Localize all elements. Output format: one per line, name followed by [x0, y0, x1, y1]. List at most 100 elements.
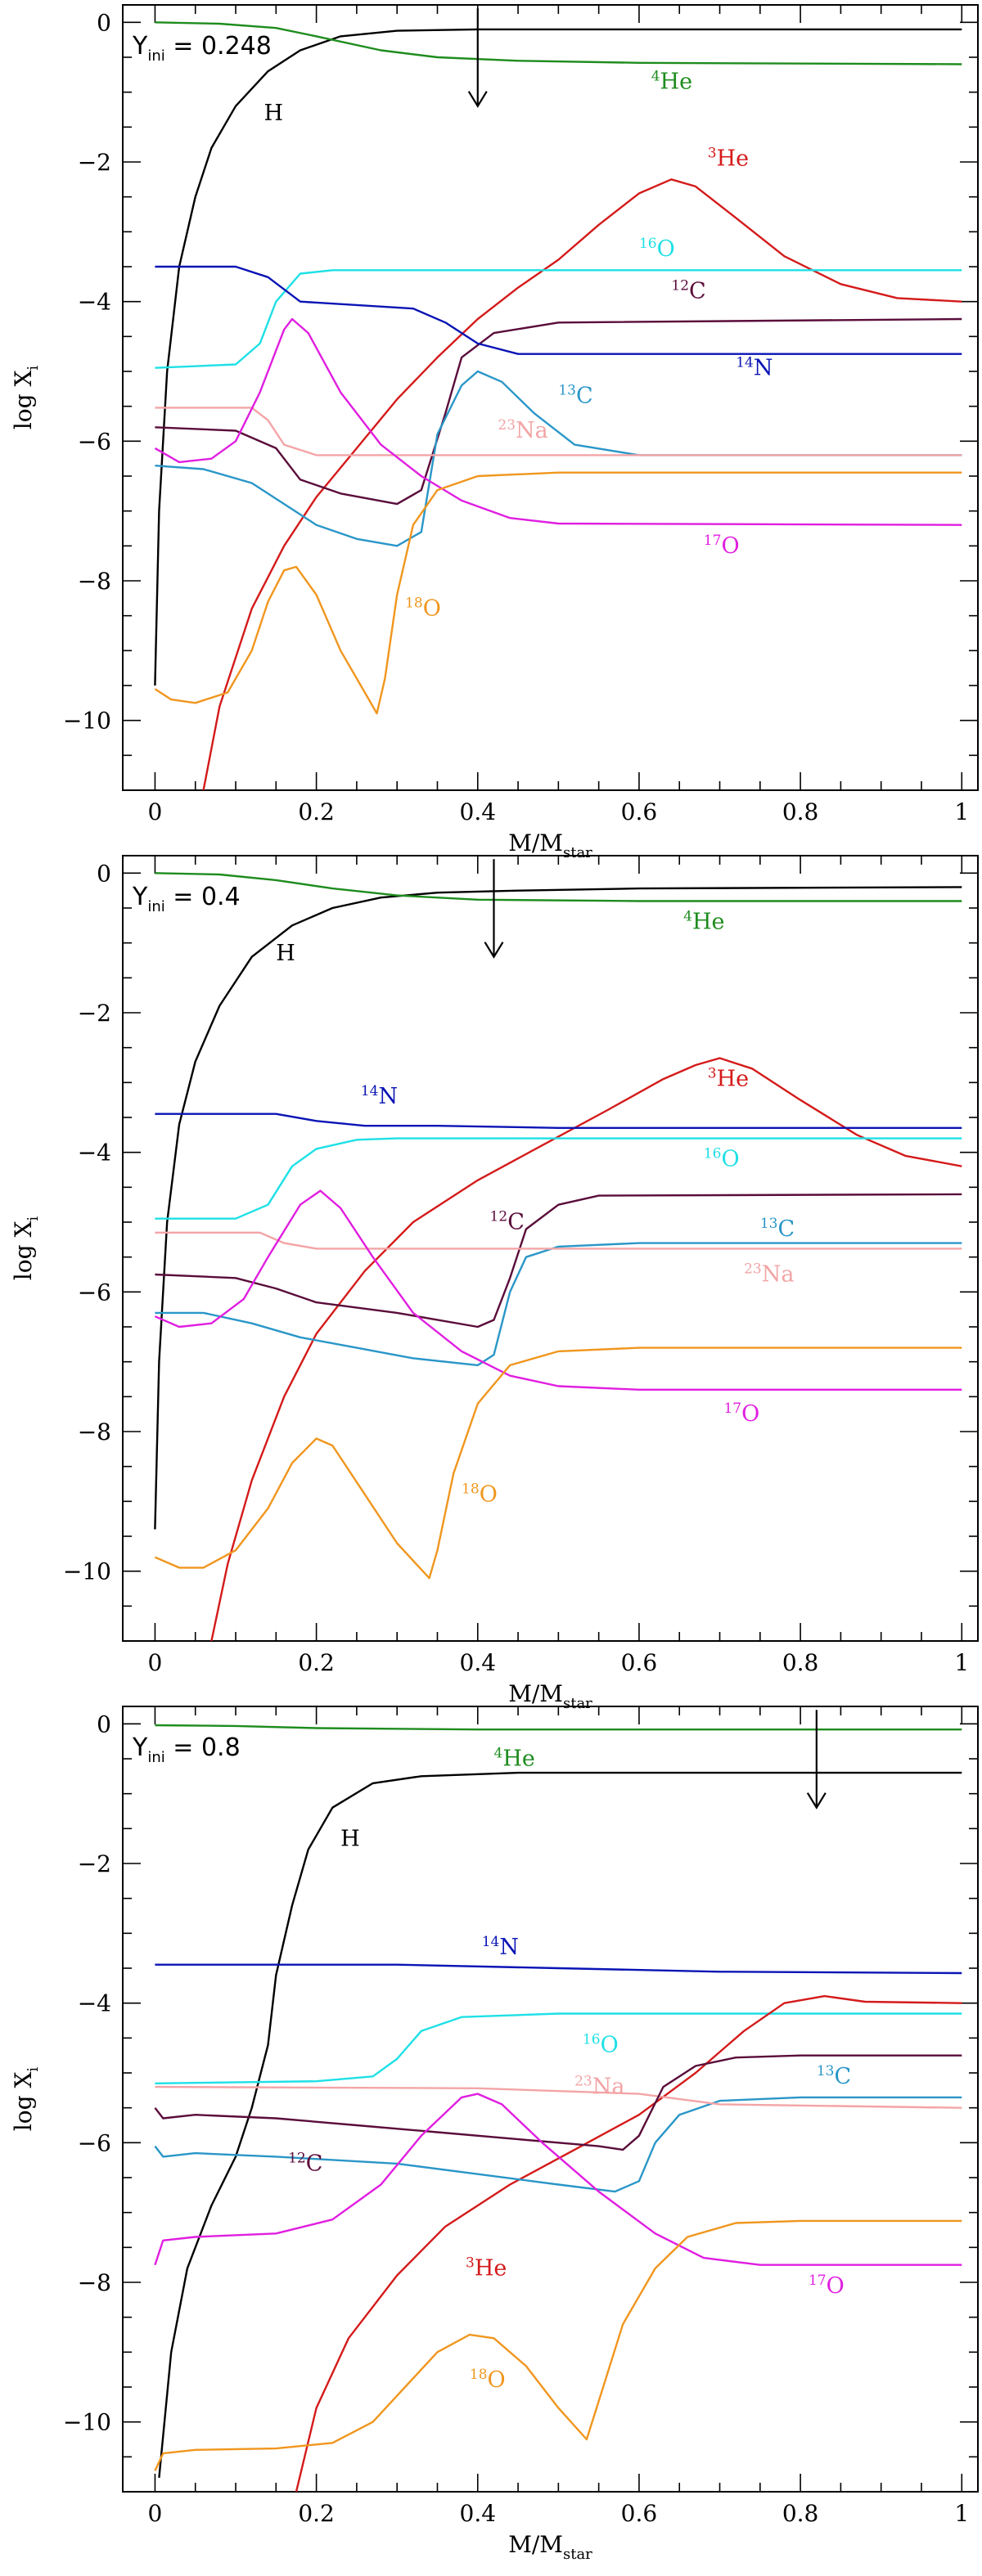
series-label-4He: 4He	[651, 68, 692, 94]
series-line-13C	[154, 2096, 962, 2193]
series-label-23Na: 23Na	[498, 417, 547, 443]
x-tick-label: 1	[954, 1649, 969, 1676]
series-line-13C	[155, 370, 962, 547]
series-line-17O	[154, 2093, 962, 2266]
y-axis-label: log Xi	[10, 366, 42, 430]
x-tick-label: 0.6	[621, 2500, 658, 2527]
series-line-H	[154, 886, 962, 1530]
x-tick-label: 0.4	[460, 2500, 497, 2527]
series-label-18O: 18O	[470, 2367, 506, 2393]
x-axis-label: M/Mstar	[508, 1680, 592, 1712]
y-tick-label: −6	[78, 1279, 111, 1306]
y-tick-label: −4	[78, 289, 111, 316]
series-label-13C: 13C	[760, 1216, 795, 1242]
series-label-18O: 18O	[462, 1481, 498, 1507]
series-label-23Na: 23Na	[744, 1261, 794, 1288]
series-label-12C: 12C	[490, 1209, 525, 1235]
series-line-3He	[202, 178, 962, 790]
y-axis-label: log Xi	[10, 1216, 42, 1281]
series-label-4He: 4He	[683, 909, 724, 935]
y-ini-annotation: Yini = 0.8	[132, 1733, 241, 1766]
series-label-17O: 17O	[704, 533, 740, 559]
x-tick-label: 0.2	[298, 2500, 335, 2527]
series-line-H	[158, 1771, 962, 2479]
x-tick-label: 0.8	[782, 1649, 819, 1676]
series-line-17O	[154, 1189, 962, 1391]
series-label-3He: 3He	[466, 2255, 507, 2281]
series-label-14N: 14N	[361, 1083, 398, 1109]
series-label-H: H	[264, 101, 284, 126]
series-label-17O: 17O	[723, 1400, 759, 1427]
x-tick-label: 0.4	[460, 798, 497, 825]
series-line-13C	[155, 1242, 962, 1367]
series-line-4He	[155, 21, 962, 65]
x-tick-label: 0.8	[782, 2500, 819, 2527]
x-tick-label: 0.6	[621, 798, 658, 825]
series-label-13C: 13C	[817, 2063, 851, 2089]
y-tick-label: −8	[78, 2269, 111, 2296]
x-axis-label: M/Mstar	[508, 2531, 592, 2563]
x-tick-label: 0.2	[298, 798, 335, 825]
series-label-18O: 18O	[405, 596, 441, 622]
series-line-3He	[295, 1994, 962, 2492]
series-label-4He: 4He	[493, 1746, 534, 1772]
panel-2: 0 0.2 0.4 0.6 0.8 1 0 −2 −4 −6 −8 −10 M/Mstar log Xi H…	[10, 855, 979, 1712]
y-tick-label: −4	[78, 1990, 111, 2017]
y-axis-label: log Xi	[10, 2067, 42, 2132]
y-tick-label: −6	[78, 2129, 111, 2156]
y-tick-label: 0	[97, 1711, 111, 1738]
series-line-12C	[154, 2054, 962, 2151]
series-line-H	[154, 28, 962, 686]
series-label-14N: 14N	[736, 354, 773, 380]
x-tick-label: 0	[148, 798, 163, 825]
x-axis-label: M/Mstar	[508, 829, 592, 861]
x-tick-label: 0.2	[298, 1649, 335, 1676]
series-line-14N	[155, 1113, 962, 1129]
y-tick-label: −10	[63, 2409, 111, 2436]
y-tick-label: 0	[97, 9, 111, 36]
plot-frame	[122, 855, 979, 1642]
y-tick-label: −10	[63, 1558, 111, 1585]
series-line-16O	[155, 1137, 962, 1220]
series-label-H: H	[340, 1827, 360, 1852]
plot-frame	[122, 4, 979, 791]
x-tick-label: 1	[954, 798, 969, 825]
x-tick-label: 0.8	[782, 798, 819, 825]
series-label-13C: 13C	[558, 382, 592, 408]
y-tick-label: −2	[78, 149, 111, 176]
series-line-23Na	[155, 2085, 962, 2109]
series-label-23Na: 23Na	[574, 2074, 624, 2100]
series-label-3He: 3He	[708, 1066, 749, 1092]
arrow-head	[806, 1792, 827, 1809]
series-line-23Na	[155, 407, 962, 456]
y-tick-label: 0	[97, 860, 111, 887]
y-tick-label: −8	[78, 1418, 111, 1445]
x-tick-label: 0	[148, 1649, 163, 1676]
y-tick-label: −4	[78, 1140, 111, 1167]
y-tick-label: −2	[78, 1850, 111, 1877]
series-line-12C	[155, 317, 962, 506]
x-tick-label: 0	[148, 2500, 163, 2527]
series-line-18O	[154, 1346, 962, 1580]
panel-1: 0 0.2 0.4 0.6 0.8 1 0 −2 −4 −6 −8 −10 M/Mstar log Xi H…	[10, 4, 979, 861]
arrow-head	[467, 91, 488, 108]
y-tick-label: −8	[78, 568, 111, 595]
series-label-H: H	[276, 941, 295, 966]
series-label-12C: 12C	[288, 2150, 322, 2176]
series-label-16O: 16O	[583, 2031, 619, 2057]
series-line-14N	[155, 265, 962, 355]
series-label-16O: 16O	[639, 236, 675, 262]
series-line-23Na	[155, 1231, 962, 1250]
series-label-12C: 12C	[671, 277, 705, 303]
y-tick-label: −6	[78, 428, 111, 455]
x-tick-label: 0.4	[460, 1649, 497, 1676]
series-line-4He	[155, 1724, 962, 1731]
y-tick-label: −10	[63, 708, 111, 735]
arrow-head	[484, 942, 504, 959]
series-line-18O	[154, 2219, 962, 2471]
series-label-14N: 14N	[482, 1934, 519, 1960]
series-line-12C	[155, 1193, 962, 1328]
plot-frame	[122, 1706, 979, 2493]
y-ini-annotation: Yini = 0.248	[132, 32, 272, 65]
